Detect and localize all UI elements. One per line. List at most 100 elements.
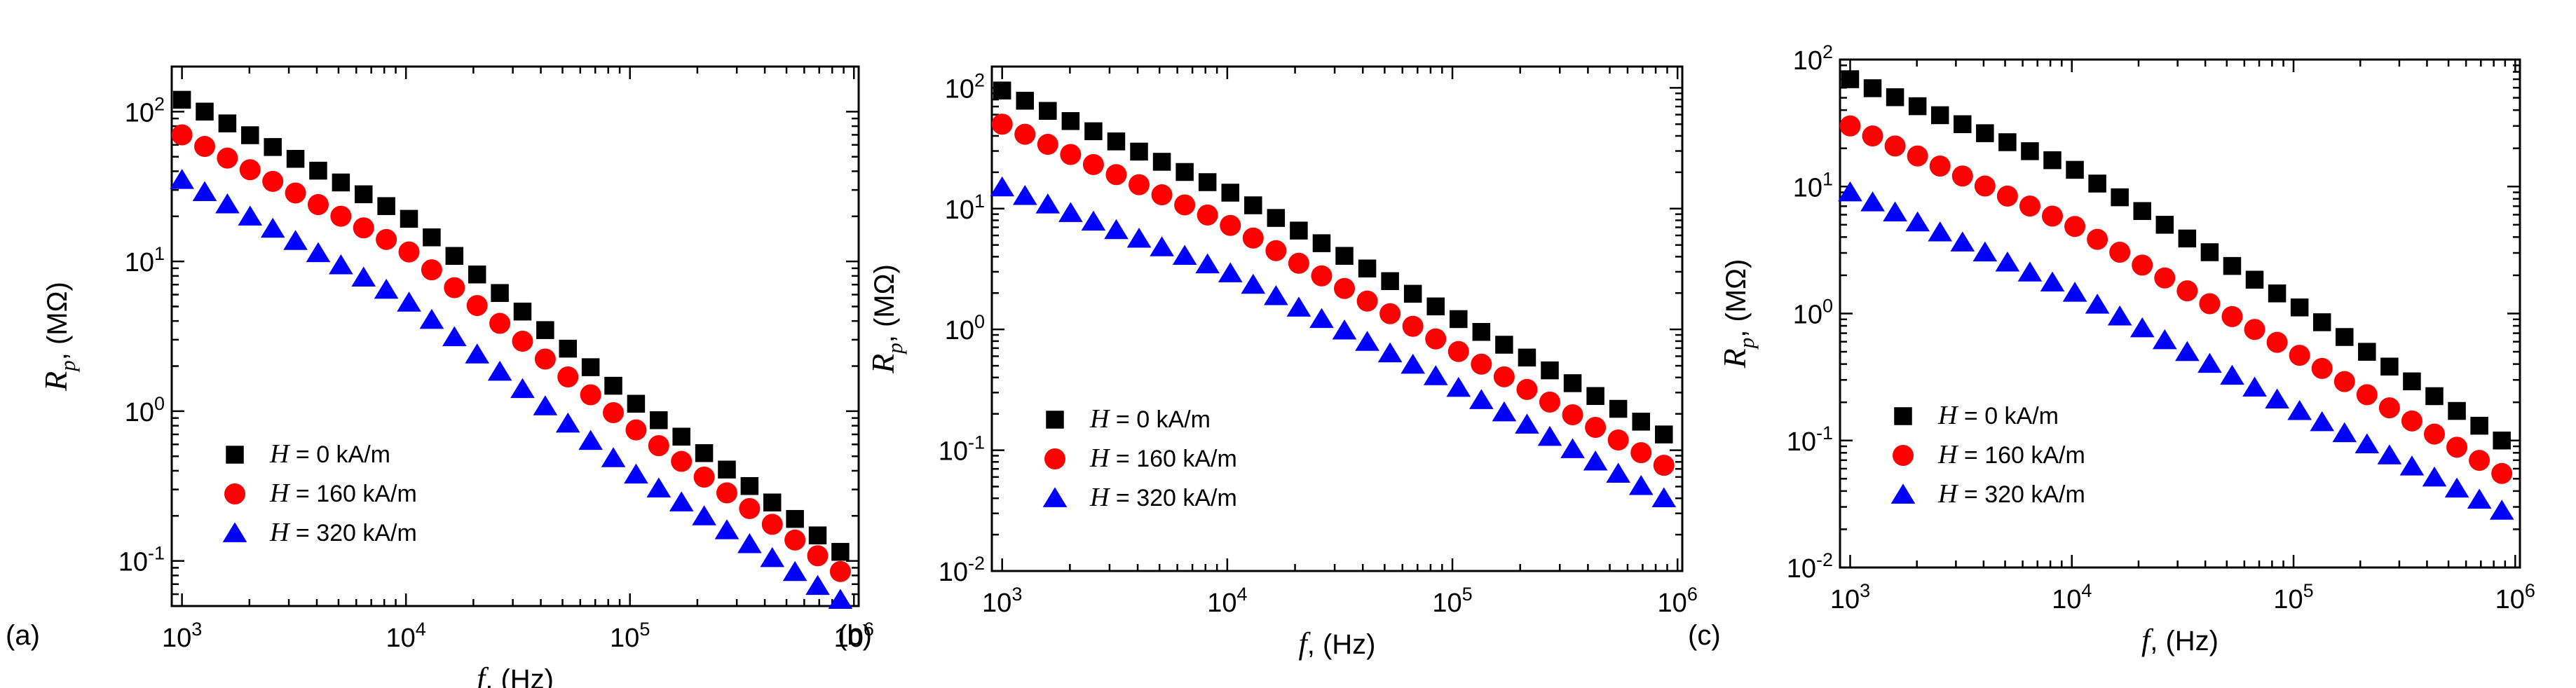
plot-frame xyxy=(170,65,860,607)
legend-entry: H = 160 kA/m xyxy=(1089,443,1237,473)
x-tick-label: 105 xyxy=(2273,580,2313,614)
data-point-triangle xyxy=(442,326,467,347)
data-point-circle xyxy=(1197,204,1218,226)
data-point-circle xyxy=(2311,357,2333,379)
data-point-circle xyxy=(1334,277,1356,299)
x-tick-label: 103 xyxy=(1830,580,1870,614)
y-tick-label: 101 xyxy=(125,243,165,277)
data-point-square xyxy=(2380,357,2399,376)
data-point-square xyxy=(2200,243,2219,261)
data-point-square xyxy=(218,114,237,132)
data-point-triangle xyxy=(578,429,603,450)
data-point-circle xyxy=(557,366,579,388)
data-point-circle xyxy=(1105,164,1127,186)
data-point-triangle xyxy=(465,343,490,364)
data-point-circle xyxy=(1220,214,1241,236)
y-tick-label: 100 xyxy=(1793,296,1833,330)
data-point-square xyxy=(2403,372,2421,391)
chart-panel-b: 103 104 105 106 10-2 10-1 100 101 102 f, (Hz) Rp, … xyxy=(838,65,1698,661)
data-point-square xyxy=(695,443,714,462)
data-point-square xyxy=(2290,298,2309,317)
data-point-triangle xyxy=(238,205,263,226)
data-point-square xyxy=(1863,79,1882,97)
data-point-circle xyxy=(194,136,216,158)
data-point-triangle xyxy=(2040,271,2065,292)
data-point-circle xyxy=(671,450,693,472)
data-point-circle xyxy=(1929,155,1951,177)
panel-label: (a) xyxy=(6,620,40,651)
data-point-square xyxy=(172,90,191,109)
data-point-triangle xyxy=(1469,389,1494,409)
data-point-circle xyxy=(1379,303,1401,324)
data-point-circle xyxy=(1607,429,1629,451)
data-point-square xyxy=(993,81,1011,99)
data-point-square xyxy=(1426,297,1445,316)
data-point-triangle xyxy=(1035,193,1061,214)
x-tick-label: 105 xyxy=(610,619,650,653)
data-point-triangle xyxy=(1401,353,1425,374)
data-point-square xyxy=(2358,343,2376,361)
data-point-triangle xyxy=(487,360,512,381)
data-point-square xyxy=(468,266,486,284)
data-point-triangle xyxy=(1905,211,1930,232)
data-point-triangle xyxy=(1651,487,1677,508)
data-point-square xyxy=(1358,259,1377,277)
y-tick-label: 10-1 xyxy=(1787,422,1833,457)
data-point-square xyxy=(808,526,827,544)
legend-marker-square xyxy=(226,446,244,464)
data-point-square xyxy=(1886,88,1904,106)
data-point-circle xyxy=(239,159,261,181)
data-point-square xyxy=(1998,133,2017,151)
data-point-circle xyxy=(512,331,533,352)
data-point-square xyxy=(2470,416,2488,435)
data-point-triangle xyxy=(2152,329,2177,350)
legend-entry: H = 320 kA/m xyxy=(1089,483,1237,512)
data-point-square xyxy=(2043,151,2062,170)
data-point-circle xyxy=(1242,227,1264,249)
x-tick-label: 106 xyxy=(1658,584,1698,618)
data-point-square xyxy=(400,209,418,228)
panel-label: (c) xyxy=(1688,620,1721,651)
data-point-circle xyxy=(2176,280,2198,302)
data-point-square xyxy=(1290,221,1308,240)
data-point-triangle xyxy=(1286,296,1311,317)
x-axis-label: f, (Hz) xyxy=(477,661,554,688)
data-point-triangle xyxy=(624,463,648,484)
data-point-square xyxy=(672,427,690,446)
y-tick-label: 100 xyxy=(945,311,985,345)
y-tick-label: 101 xyxy=(945,191,985,225)
data-point-square xyxy=(740,476,759,495)
legend: H = 0 kA/m H = 160 kA/m H = 320 kA/m xyxy=(1042,404,1237,512)
data-point-triangle xyxy=(2399,455,2425,476)
data-point-circle xyxy=(1129,174,1150,195)
data-point-circle xyxy=(648,435,669,457)
y-tick-label: 10-2 xyxy=(1787,549,1833,584)
data-point-square xyxy=(1930,106,1949,125)
data-point-circle xyxy=(1151,184,1173,206)
data-point-square xyxy=(2245,270,2264,289)
data-point-circle xyxy=(603,401,625,423)
y-axis-label: Rp, (MΩ) xyxy=(1717,259,1759,369)
data-point-circle xyxy=(2109,242,2131,263)
data-point-square xyxy=(627,394,646,413)
data-point-triangle xyxy=(2287,400,2312,420)
y-tick-label: 10-1 xyxy=(939,432,985,467)
data-point-square xyxy=(1312,234,1331,252)
data-point-square xyxy=(332,173,350,192)
data-point-circle xyxy=(2244,319,2265,340)
data-point-triangle xyxy=(692,505,716,525)
data-point-triangle xyxy=(192,181,217,202)
data-point-circle xyxy=(1174,194,1196,216)
data-point-triangle xyxy=(805,575,830,596)
data-point-circle xyxy=(2064,216,2086,238)
data-point-circle xyxy=(1907,145,1928,167)
x-tick-label: 106 xyxy=(834,619,874,653)
data-point-circle xyxy=(739,497,761,519)
data-point-triangle xyxy=(1150,236,1174,256)
data-point-square xyxy=(2223,256,2242,275)
data-point-circle xyxy=(1996,185,2018,207)
data-point-circle xyxy=(376,228,397,250)
data-point-circle xyxy=(693,467,715,488)
data-point-triangle xyxy=(1838,181,1862,202)
data-point-triangle xyxy=(1560,438,1585,458)
